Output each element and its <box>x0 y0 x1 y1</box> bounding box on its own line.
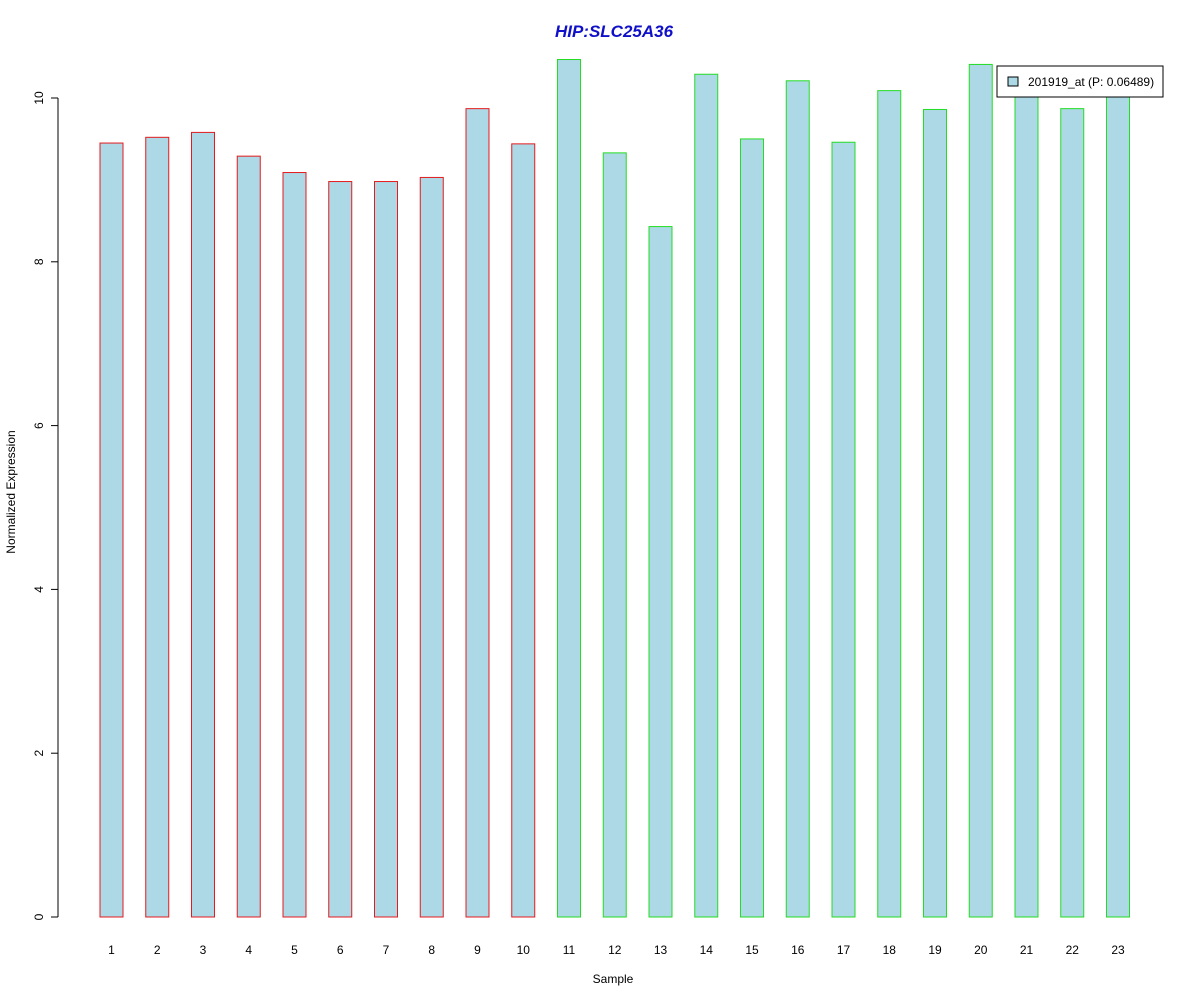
bar <box>1060 108 1085 918</box>
legend-swatch <box>1007 76 1019 87</box>
bar <box>648 226 673 918</box>
bar <box>374 181 398 918</box>
legend-label: 201919_at (P: 0.06489) <box>1028 75 1154 89</box>
x-tick-label: 12 <box>608 943 622 957</box>
x-tick-label: 15 <box>745 943 759 957</box>
legend: 201919_at (P: 0.06489) <box>996 65 1164 98</box>
y-tick-label: 6 <box>32 422 46 429</box>
x-tick-label: 16 <box>791 943 805 957</box>
bars-group <box>99 59 1130 918</box>
x-axis-title: Sample <box>593 972 634 986</box>
y-tick-label: 0 <box>32 913 46 920</box>
y-tick-label: 2 <box>32 750 46 757</box>
bar <box>511 143 536 918</box>
y-tick-label: 8 <box>32 258 46 265</box>
x-tick-label: 21 <box>1020 943 1034 957</box>
bar <box>465 108 490 918</box>
x-tick-label: 5 <box>291 943 298 957</box>
bar <box>1106 86 1130 918</box>
x-tick-label: 18 <box>883 943 897 957</box>
x-tick-label: 10 <box>517 943 531 957</box>
bar <box>1014 86 1039 918</box>
x-tick-label: 13 <box>654 943 668 957</box>
bar <box>191 131 215 918</box>
x-tick-label: 20 <box>974 943 988 957</box>
bar <box>923 108 947 918</box>
x-tick-label: 19 <box>928 943 942 957</box>
x-tick-label: 23 <box>1111 943 1125 957</box>
bar <box>968 63 993 918</box>
bar <box>694 73 719 918</box>
bar <box>236 155 261 918</box>
bar <box>831 141 856 918</box>
y-axis-title: Normalized Expression <box>4 430 18 553</box>
bar <box>328 181 353 918</box>
x-tick-label: 4 <box>245 943 252 957</box>
x-tick-label: 1 <box>108 943 115 957</box>
bar <box>557 59 581 918</box>
y-axis: 0 2 4 6 8 10 <box>32 91 59 920</box>
x-tick-label: 14 <box>700 943 714 957</box>
x-tick-label: 11 <box>563 943 576 957</box>
bar <box>145 136 170 918</box>
x-tick-label: 7 <box>383 943 390 957</box>
legend-box <box>996 65 1164 98</box>
bar <box>602 152 627 918</box>
x-tick-labels: 1 2 3 4 5 6 7 8 9 10 11 12 13 14 15 16 17 18 19 20 21 22 23 <box>108 943 1125 957</box>
y-tick-label: 10 <box>32 91 46 105</box>
bar <box>740 138 764 918</box>
x-tick-label: 6 <box>337 943 344 957</box>
bar <box>785 80 810 918</box>
x-tick-label: 3 <box>200 943 207 957</box>
x-tick-label: 22 <box>1066 943 1080 957</box>
x-tick-label: 8 <box>428 943 435 957</box>
bar <box>99 142 124 918</box>
y-tick-label: 4 <box>32 586 46 593</box>
bar <box>282 172 307 918</box>
bar <box>877 90 902 918</box>
x-tick-label: 17 <box>837 943 851 957</box>
x-tick-label: 2 <box>154 943 161 957</box>
chart-title: HIP:SLC25A36 <box>555 22 674 41</box>
x-tick-label: 9 <box>474 943 481 957</box>
bar <box>419 176 444 918</box>
